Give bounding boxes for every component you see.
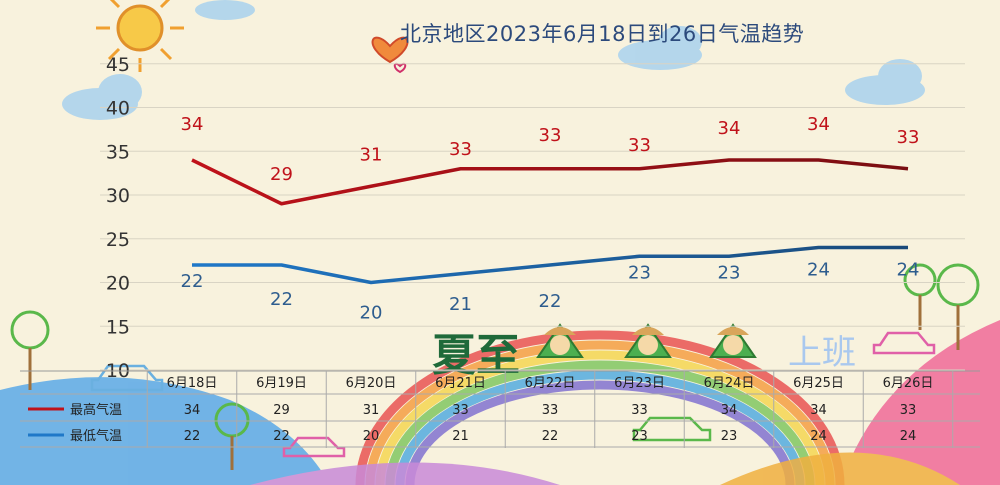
- data-label: 23: [718, 262, 741, 283]
- table-cell: 33: [542, 403, 559, 418]
- table-cell: 21: [452, 429, 469, 444]
- data-label: 24: [807, 260, 830, 281]
- x-category-label: 6月18日: [167, 376, 218, 391]
- table-cell: 33: [452, 403, 469, 418]
- legend-label: 最低气温: [70, 428, 122, 444]
- data-label: 24: [897, 260, 920, 281]
- chart-title: 北京地区2023年6月18日到26日气温趋势: [400, 22, 805, 46]
- series-high: 34 29 31 33 33 33 34 34 33: [181, 114, 920, 206]
- x-category-label: 6月25日: [793, 376, 844, 391]
- x-category-label: 6月24日: [704, 376, 755, 391]
- data-table: 6月18日 6月19日 6月20日 6月21日 6月22日 6月23日 6月24日 6月25日…: [20, 370, 980, 448]
- work-text: 上班: [788, 333, 856, 373]
- car-icon: [90, 331, 936, 458]
- x-category-label: 6月19日: [256, 376, 307, 391]
- table-cell: 34: [721, 403, 738, 418]
- data-label: 23: [628, 262, 651, 283]
- x-category-label: 6月23日: [614, 376, 665, 391]
- table-cell: 23: [631, 429, 648, 444]
- y-tick-label: 40: [106, 98, 130, 120]
- data-label: 21: [449, 294, 472, 315]
- table-cell: 23: [721, 429, 738, 444]
- table-cell: 22: [184, 429, 201, 444]
- tree-icon: [10, 263, 980, 470]
- hills-decor: [0, 320, 1000, 485]
- data-label: 22: [181, 271, 204, 292]
- data-label: 31: [360, 144, 383, 165]
- data-label: 22: [539, 291, 562, 312]
- series-line: [191, 158, 909, 206]
- y-tick-label: 30: [106, 185, 130, 207]
- data-label: 33: [897, 127, 920, 148]
- table-cell: 34: [810, 403, 827, 418]
- table-cell: 29: [273, 403, 290, 418]
- y-tick-label: 45: [106, 54, 130, 76]
- cloud-icon: [62, 0, 925, 120]
- data-label: 29: [270, 164, 293, 185]
- table-cell: 31: [363, 403, 380, 418]
- table-cell: 24: [810, 429, 827, 444]
- x-category-label: 6月26日: [883, 376, 934, 391]
- data-label: 34: [807, 114, 830, 135]
- data-label: 33: [539, 125, 562, 146]
- table-cell: 33: [900, 403, 917, 418]
- table-cell: 20: [363, 429, 380, 444]
- rainbow-icon: [355, 330, 845, 485]
- data-label: 34: [181, 114, 204, 135]
- y-tick-label: 35: [106, 141, 130, 163]
- data-label: 20: [360, 303, 383, 324]
- x-category-label: 6月22日: [525, 376, 576, 391]
- x-category-label: 6月20日: [346, 376, 397, 391]
- y-tick-label: 20: [106, 273, 130, 295]
- table-cell: 34: [184, 403, 201, 418]
- data-label: 33: [449, 139, 472, 160]
- table-cell: 24: [900, 429, 917, 444]
- sun-icon: [96, 0, 184, 72]
- series-low: 22 22 20 21 22 23 23 24 24: [181, 245, 920, 324]
- data-label: 33: [628, 135, 651, 156]
- table-cell: 22: [273, 429, 290, 444]
- table-cell: 22: [542, 429, 559, 444]
- series-line: [192, 245, 908, 285]
- y-tick-label: 15: [106, 316, 130, 338]
- data-label: 34: [718, 118, 741, 139]
- y-tick-label: 25: [106, 229, 130, 251]
- data-label: 22: [270, 289, 293, 310]
- zongzi-icon: [536, 323, 757, 358]
- legend-label: 最高气温: [70, 402, 122, 418]
- calligraphy-text: 夏至: [432, 330, 520, 381]
- x-category-label: 6月21日: [435, 376, 486, 391]
- table-cell: 33: [631, 403, 648, 418]
- gridlines: [100, 63, 965, 371]
